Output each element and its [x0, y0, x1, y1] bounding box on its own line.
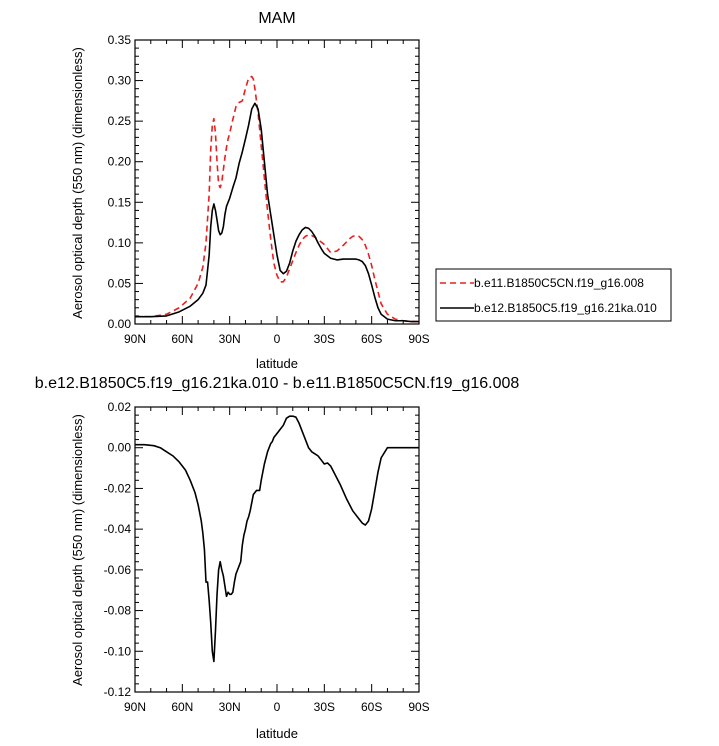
top-xtick-label: 90N: [124, 332, 146, 346]
top-panel-xlabel: latitude: [256, 356, 298, 371]
top-series-line-2: [135, 102, 419, 323]
bottom-panel-title: b.e12.B1850C5.f19_g16.21ka.010 - b.e11.B…: [35, 375, 520, 392]
legend-label-control: b.e11.B1850C5CN.f19_g16.008: [474, 276, 644, 290]
legend-label-experiment: b.e12.B1850C5.f19_g16.21ka.010: [474, 301, 657, 315]
top-plot-area: 0.00 0.05 0.10 0.15 0.20 0.25 0.30 0.35 90N 60N 30…: [108, 33, 430, 346]
bottom-ytick-label: -0.06: [104, 563, 132, 577]
bottom-xtick-label: 90N: [124, 700, 146, 714]
bottom-panel-xlabel: latitude: [256, 726, 298, 741]
bottom-ytick-label: -0.02: [104, 481, 132, 495]
bottom-ytick-label: -0.12: [104, 685, 132, 699]
top-xtick-label: 60N: [171, 332, 193, 346]
bottom-xtick-label: 30N: [219, 700, 241, 714]
legend-box: [435, 268, 672, 322]
top-ytick-label: 0.25: [108, 114, 132, 128]
top-ytick-label: 0.05: [108, 276, 132, 290]
top-panel-ylabel: Aerosol optical depth (550 nm) (dimensio…: [70, 47, 85, 319]
bottom-series-line-1: [135, 415, 419, 663]
top-xtick-label: 30S: [314, 332, 335, 346]
top-xtick-label: 0: [274, 332, 281, 346]
top-xtick-label: 90S: [408, 332, 429, 346]
top-xtick-label: 60S: [361, 332, 382, 346]
top-ytick-label: 0.15: [108, 195, 132, 209]
top-frame: [134, 39, 420, 325]
bottom-frame: [134, 406, 420, 693]
bottom-xtick-label: 30S: [314, 700, 335, 714]
top-panel-title: MAM: [258, 10, 295, 27]
top-xtick-label: 30N: [219, 332, 241, 346]
bottom-ytick-label: -0.04: [104, 522, 132, 536]
bottom-ytick-label: -0.10: [104, 644, 132, 658]
top-ytick-label: 0.20: [108, 155, 132, 169]
legend: b.e11.B1850C5CN.f19_g16.008 b.e12.B1850C…: [435, 268, 672, 322]
bottom-plot-area: -0.12 -0.10 -0.08 -0.06 -0.04 -0.02 0.00 0.02 90…: [104, 400, 430, 714]
top-ytick-label: 0.00: [108, 317, 132, 331]
bottom-ytick-label: -0.08: [104, 604, 132, 618]
top-ytick-label: 0.35: [108, 33, 132, 47]
bottom-xtick-label: 90S: [408, 700, 429, 714]
bottom-ytick-label: 0.02: [108, 400, 132, 414]
bottom-xtick-label: 0: [274, 700, 281, 714]
bottom-panel: b.e12.B1850C5.f19_g16.21ka.010 - b.e11.B…: [35, 375, 520, 741]
bottom-panel-ylabel: Aerosol optical depth (550 nm) (dimensio…: [70, 414, 85, 686]
top-panel: MAM 0.00 0.05 0.10 0.15 0.20 0.25 0.30 0.35 90N 6…: [70, 10, 430, 371]
top-ytick-label: 0.10: [108, 236, 132, 250]
top-series-line-1: [135, 75, 419, 323]
bottom-ytick-label: 0.00: [108, 441, 132, 455]
bottom-xtick-label: 60S: [361, 700, 382, 714]
bottom-xtick-label: 60N: [171, 700, 193, 714]
top-ytick-label: 0.30: [108, 74, 132, 88]
